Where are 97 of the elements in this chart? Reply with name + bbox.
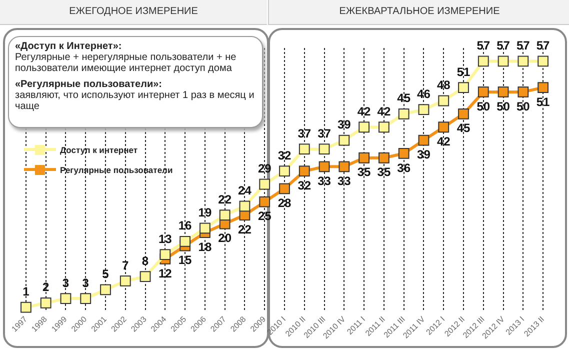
point xyxy=(140,271,151,282)
point xyxy=(538,56,549,67)
data-label: 50 xyxy=(476,99,490,114)
point xyxy=(60,293,72,304)
point xyxy=(120,275,131,286)
legend-label: Регулярные пользователи xyxy=(60,165,173,175)
point xyxy=(279,183,290,194)
data-label: 35 xyxy=(377,165,391,180)
point xyxy=(298,144,310,155)
point xyxy=(338,161,350,172)
point xyxy=(498,56,509,67)
data-label: 22 xyxy=(218,192,232,206)
data-label: 18 xyxy=(198,240,212,254)
point xyxy=(298,166,310,177)
data-label: 13 xyxy=(158,232,172,246)
point xyxy=(538,82,549,94)
data-label: 57 xyxy=(516,38,530,52)
data-label: 12 xyxy=(158,266,172,280)
data-label: 20 xyxy=(218,231,232,246)
point xyxy=(458,108,469,120)
point xyxy=(458,82,469,94)
data-label: 50 xyxy=(496,99,510,114)
data-label: 22 xyxy=(238,222,252,236)
data-label: 50 xyxy=(516,99,530,114)
data-label: 35 xyxy=(357,165,372,180)
point xyxy=(160,249,171,260)
text: ЕЖЕГОДНОЕ ИЗМЕРЕНИЕ xyxy=(0,0,267,25)
data-label: 3 xyxy=(62,276,70,290)
point xyxy=(318,144,330,155)
data-label: 45 xyxy=(397,91,411,106)
point xyxy=(80,293,92,304)
data-label: 32 xyxy=(278,148,292,162)
point xyxy=(358,152,370,164)
point xyxy=(259,178,270,190)
data-label: 8 xyxy=(142,254,149,268)
data-label: 57 xyxy=(536,38,550,52)
point xyxy=(498,86,509,98)
data-label: 46 xyxy=(417,86,431,101)
data-label: 39 xyxy=(417,148,431,162)
annotation: Регулярные + нерегулярные пользователи + не пользователи имеющие интернет доступ дома xyxy=(15,52,238,74)
annotation: заявляют, что используют интернет 1 раз в месяц и чаще xyxy=(15,90,256,112)
data-label: 48 xyxy=(436,78,451,92)
data-label: 2 xyxy=(42,280,50,294)
point xyxy=(398,148,410,159)
data-label: 33 xyxy=(318,174,332,188)
point xyxy=(199,222,210,234)
point xyxy=(418,134,430,146)
point xyxy=(418,104,430,115)
data-label: 51 xyxy=(536,94,550,109)
data-label: 42 xyxy=(436,134,451,148)
data-label: 25 xyxy=(258,209,272,224)
legend-label: Доступ к интернет xyxy=(60,145,138,155)
data-label: 39 xyxy=(337,118,352,132)
data-label: 57 xyxy=(476,38,490,52)
data-label: 37 xyxy=(318,126,332,140)
data-label: 57 xyxy=(496,38,510,52)
data-label: 37 xyxy=(298,126,312,140)
point xyxy=(180,236,191,247)
point xyxy=(239,200,250,212)
data-label: 45 xyxy=(456,121,470,136)
data-label: 42 xyxy=(377,104,391,118)
data-label: 36 xyxy=(397,160,411,175)
data-label: 3 xyxy=(82,276,90,290)
point xyxy=(378,122,390,133)
point xyxy=(219,210,230,220)
point xyxy=(40,297,52,308)
point xyxy=(378,152,390,164)
data-label: 19 xyxy=(198,206,212,220)
point xyxy=(259,196,270,208)
point xyxy=(398,108,410,120)
point xyxy=(438,122,450,133)
point xyxy=(438,95,450,106)
point xyxy=(338,134,350,146)
data-label: 51 xyxy=(456,64,470,79)
data-label: 29 xyxy=(258,162,272,176)
text: ЕЖЕКВАРТАЛЬНОЕ ИЗМЕРЕНИЕ xyxy=(268,0,569,25)
data-label: 1 xyxy=(22,284,30,299)
data-label: 5 xyxy=(102,267,110,282)
text: «Доступ к Интернет»: xyxy=(15,41,123,52)
point xyxy=(318,161,330,172)
data-label: 42 xyxy=(357,104,372,118)
point xyxy=(279,166,290,177)
data-label: 32 xyxy=(298,178,312,192)
data-label: 24 xyxy=(238,184,252,198)
point xyxy=(100,284,111,296)
point xyxy=(478,86,489,98)
point xyxy=(478,56,489,67)
annotation: «Регулярные пользователи»: xyxy=(15,79,164,90)
data-label: 15 xyxy=(178,253,192,268)
data-label: 7 xyxy=(122,258,130,272)
data-label: 16 xyxy=(178,218,192,233)
point xyxy=(518,56,529,67)
data-label: 28 xyxy=(278,196,292,210)
data-label: 33 xyxy=(337,174,352,188)
point xyxy=(518,86,529,98)
point xyxy=(20,302,32,313)
point xyxy=(358,122,370,133)
